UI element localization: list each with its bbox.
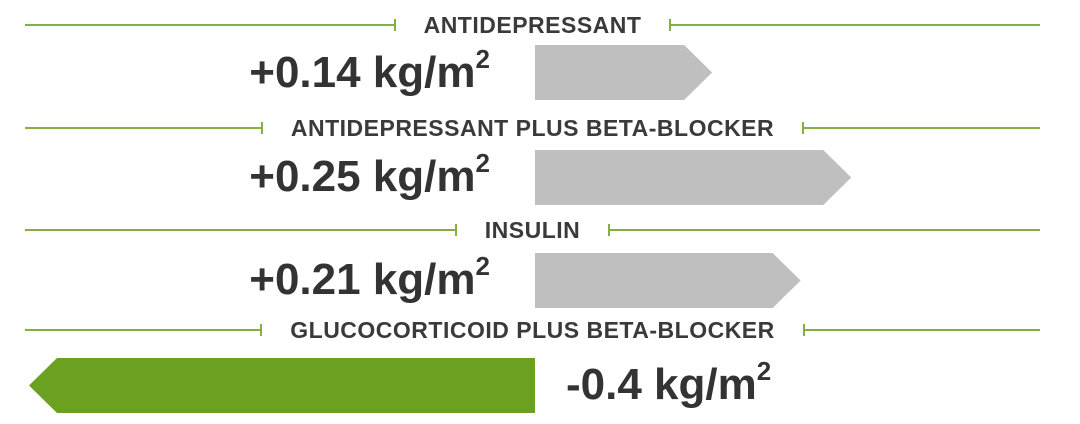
value-label-0: +0.14 kg/m2: [249, 44, 490, 97]
category-label: GLUCOCORTICOID PLUS BETA-BLOCKER: [290, 316, 775, 343]
bar-3: [29, 358, 535, 413]
category-label: INSULIN: [484, 216, 581, 243]
category-header-0: ANTIDEPRESSANT: [25, 11, 1041, 38]
category-label: ANTIDEPRESSANT: [423, 11, 642, 38]
category-header-3: GLUCOCORTICOID PLUS BETA-BLOCKER: [25, 316, 1041, 343]
category-header-1: ANTIDEPRESSANT PLUS BETA-BLOCKER: [25, 114, 1041, 141]
bar-2: [535, 253, 801, 308]
value-label-1: +0.25 kg/m2: [249, 148, 490, 201]
value-label-2: +0.21 kg/m2: [249, 251, 490, 304]
bar-1: [535, 150, 852, 205]
category-header-2: INSULIN: [25, 216, 1040, 243]
category-label: ANTIDEPRESSANT PLUS BETA-BLOCKER: [290, 114, 775, 141]
bar-0: [535, 45, 713, 100]
value-label-3: -0.4 kg/m2: [566, 356, 772, 409]
